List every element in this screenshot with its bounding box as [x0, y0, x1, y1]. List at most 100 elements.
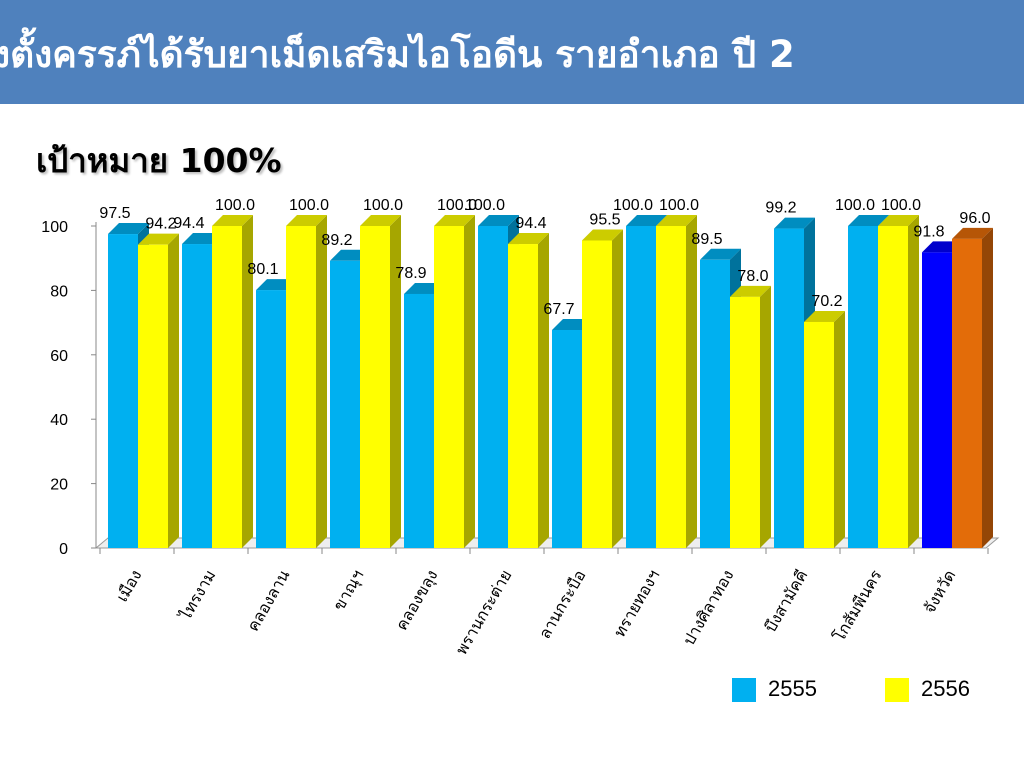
target-label: เป้าหมาย 100% [36, 141, 282, 180]
bar-top [286, 215, 327, 226]
bar-top [700, 248, 741, 260]
bar-top [508, 233, 549, 245]
bar-side [390, 215, 401, 548]
bar-side [686, 215, 697, 548]
data-label: 89.5 [691, 231, 722, 248]
bar-top [804, 310, 845, 322]
data-label: 80.1 [247, 261, 278, 278]
bar-front [508, 244, 538, 549]
x-category-label: จังหวัด [919, 567, 959, 617]
x-category-label: คลองขลุง [392, 567, 443, 635]
x-category-label: พรานกระต่าย [452, 567, 516, 659]
legend-swatch-2555 [732, 678, 756, 702]
data-label: 94.2 [145, 216, 176, 233]
data-label: 100.0 [215, 197, 255, 214]
bar-front [138, 244, 168, 548]
bar-front [656, 226, 686, 548]
bar-2556-10 [878, 215, 919, 548]
data-label: 78.0 [737, 268, 768, 285]
bar-top [582, 229, 623, 241]
y-tick-label: 40 [50, 412, 68, 429]
x-category-label: เมือง [112, 567, 145, 605]
bar-top [656, 215, 697, 226]
bar-top [434, 215, 475, 226]
data-label: 99.2 [765, 200, 796, 217]
bar-side [982, 227, 993, 548]
data-label: 94.4 [515, 215, 546, 232]
data-label: 100.0 [363, 197, 403, 214]
data-label: 100.0 [465, 197, 505, 214]
bar-front [404, 293, 434, 548]
bar-side [908, 215, 919, 548]
bar-2556-5 [508, 233, 549, 549]
bar-front [878, 226, 908, 548]
bar-front [256, 290, 286, 548]
y-tick-label: 100 [41, 219, 68, 236]
bar-top [108, 223, 149, 235]
data-label: 100.0 [289, 197, 329, 214]
bar-2556-0 [138, 233, 179, 548]
bar-top [774, 217, 815, 229]
bar-front [286, 226, 316, 548]
y-tick-label: 80 [50, 283, 68, 300]
bar-front [212, 226, 242, 548]
x-category-label: ไทรงาม [175, 567, 220, 625]
data-label: 100.0 [659, 197, 699, 214]
x-category-label: โกสัมพีนคร [829, 566, 885, 645]
data-label: 100.0 [613, 197, 653, 214]
data-label: 100.0 [835, 197, 875, 214]
bar-front [552, 330, 582, 548]
data-label: 100.0 [437, 197, 477, 214]
bar-front [922, 252, 952, 549]
bar-top [848, 215, 889, 226]
bar-top [138, 233, 179, 245]
data-label: 70.2 [811, 293, 842, 310]
bar-2556-4 [434, 215, 475, 548]
data-label: 100.0 [881, 197, 921, 214]
slide-title: งตั้งครรภ์ได้รับยาเม็ดเสริมไอโอดีน รายอำ… [0, 33, 795, 76]
x-category-label: คลองลาน [243, 566, 293, 634]
x-category-label: ทรายทองฯ [610, 567, 664, 641]
data-label: 89.2 [321, 232, 352, 249]
legend-swatch-2556 [885, 678, 909, 702]
bar-side [612, 229, 623, 549]
bar-front [626, 226, 656, 548]
bar-top [730, 285, 771, 297]
bar-top [478, 215, 519, 226]
x-category-label: ขาณุฯ [329, 567, 368, 615]
legend-label-2555: 2555 [768, 676, 817, 701]
bar-front [700, 259, 730, 548]
data-label: 67.7 [543, 301, 574, 318]
bar-front [804, 321, 834, 548]
bar-front [108, 234, 138, 549]
bar-2556-7 [656, 215, 697, 548]
data-label: 94.4 [173, 215, 204, 232]
data-label: 78.9 [395, 265, 426, 282]
bar-front [182, 244, 212, 549]
title-bar: งตั้งครรภ์ได้รับยาเม็ดเสริมไอโอดีน รายอำ… [0, 0, 1024, 104]
x-category-label: ปางศิลาทอง [679, 567, 737, 649]
y-tick-label: 0 [59, 541, 68, 558]
bar-front [952, 238, 982, 548]
data-label: 96.0 [959, 210, 990, 227]
y-tick-label: 20 [50, 477, 68, 494]
bar-front [730, 296, 760, 548]
bar-front [582, 240, 612, 549]
bar-top [626, 215, 667, 226]
bar-side [464, 215, 475, 548]
bar-top [878, 215, 919, 226]
x-category-label: บึงสามัคคี [761, 567, 812, 636]
bar-front [774, 228, 804, 549]
bar-2556-11 [952, 227, 993, 548]
bar-side [834, 310, 845, 548]
x-category-label: ลานกระบือ [535, 567, 590, 643]
bar-2556-2 [286, 215, 327, 548]
bar-top [952, 227, 993, 239]
bar-top [360, 215, 401, 226]
data-label: 95.5 [589, 211, 620, 228]
bar-front [330, 260, 360, 548]
bar-side [168, 233, 179, 548]
data-label: 91.8 [913, 223, 944, 240]
y-tick-label: 60 [50, 348, 68, 365]
